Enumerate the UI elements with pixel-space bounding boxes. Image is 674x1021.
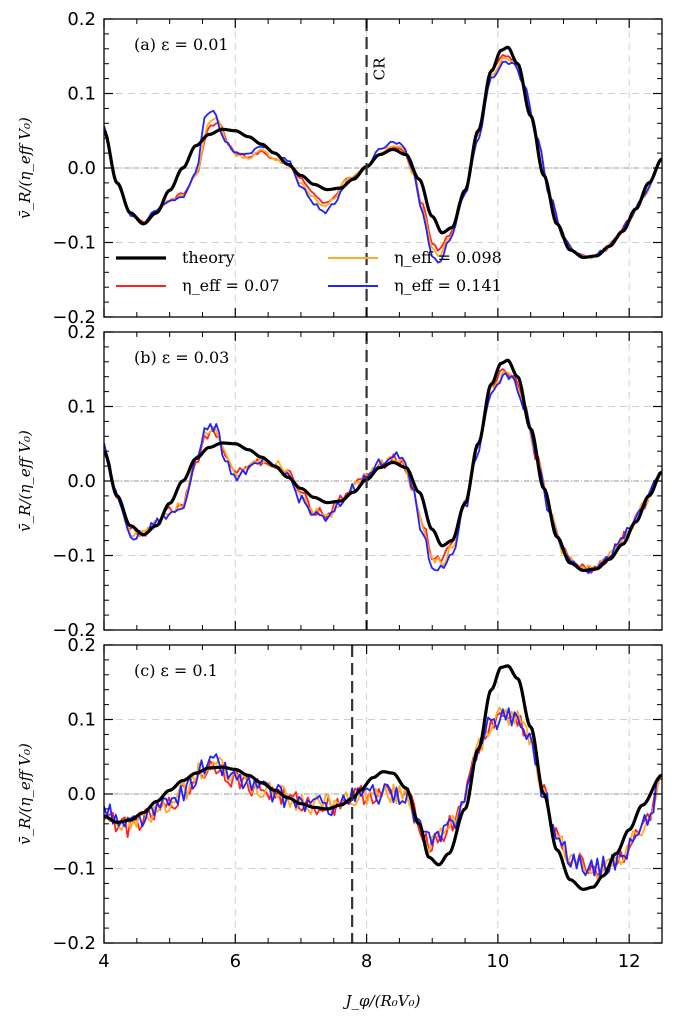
panel-annotation: (c) ε = 0.1: [134, 661, 218, 680]
y-tick-label: −0.1: [52, 859, 96, 880]
cr-label: CR: [371, 57, 389, 80]
y-tick-label: 0.2: [67, 322, 96, 343]
x-tick-label: 4: [98, 951, 109, 972]
y-tick-label: −0.2: [52, 620, 96, 641]
x-tick-label: 12: [618, 951, 641, 972]
panels: CR −0.2 −0.1 0.0 0.1 0.2 v̄_R/(η_eff V₀) (a) ε …: [16, 9, 663, 972]
y-tick-label: 0.1: [67, 710, 96, 731]
legend-label-theory: theory: [182, 248, 235, 267]
x-tick-label: 6: [230, 951, 241, 972]
panel-3: −0.2 −0.1 0.0 0.1 0.2 4 6 8 10 12 v̄_R/(η_eff V₀) (…: [16, 635, 663, 972]
series-group: [104, 45, 662, 264]
y-tick-label: 0.0: [67, 471, 96, 492]
y-tick-label: 0.0: [67, 158, 96, 179]
theory-line: [104, 358, 662, 573]
y-tick-label: 0.1: [67, 84, 96, 105]
y-tick-label: 0.2: [67, 635, 96, 656]
series-group: [104, 358, 662, 575]
y-tick-label: −0.1: [52, 233, 96, 254]
legend: theory η_eff = 0.07 η_eff = 0.098 η_eff = 0…: [116, 248, 502, 295]
panel-1: CR −0.2 −0.1 0.0 0.1 0.2 v̄_R/(η_eff V₀) (a) ε …: [16, 9, 663, 328]
series-line-eta3: [104, 60, 661, 264]
y-tick-label: 0.2: [67, 9, 96, 30]
y-tick-label: −0.2: [52, 307, 96, 328]
x-tick-label: 10: [486, 951, 509, 972]
y-axis-label: v̄_R/(η_eff V₀): [16, 430, 34, 532]
y-tick-label: −0.2: [52, 933, 96, 954]
series-group: [104, 664, 662, 891]
y-axis-label: v̄_R/(η_eff V₀): [16, 743, 34, 845]
panel-2: −0.2 −0.1 0.0 0.1 0.2 v̄_R/(η_eff V₀) (b) ε = …: [16, 322, 663, 641]
legend-label-eta2: η_eff = 0.098: [394, 248, 502, 267]
series-line-eta1: [104, 54, 661, 259]
y-tick-label: −0.1: [52, 546, 96, 567]
panel-annotation: (a) ε = 0.01: [134, 35, 229, 54]
theory-line: [104, 664, 662, 891]
series-line-eta3: [104, 707, 660, 879]
x-axis-label: J_φ/(R₀V₀): [343, 992, 421, 1010]
legend-label-eta3: η_eff = 0.141: [394, 276, 502, 295]
y-axis-label: v̄_R/(η_eff V₀): [16, 117, 34, 219]
theory-line: [104, 45, 662, 259]
x-tick-label: 8: [361, 951, 372, 972]
y-tick-label: 0.1: [67, 397, 96, 418]
y-tick-label: 0.0: [67, 784, 96, 805]
legend-label-eta1: η_eff = 0.07: [182, 276, 280, 295]
panel-annotation: (b) ε = 0.03: [134, 348, 229, 367]
